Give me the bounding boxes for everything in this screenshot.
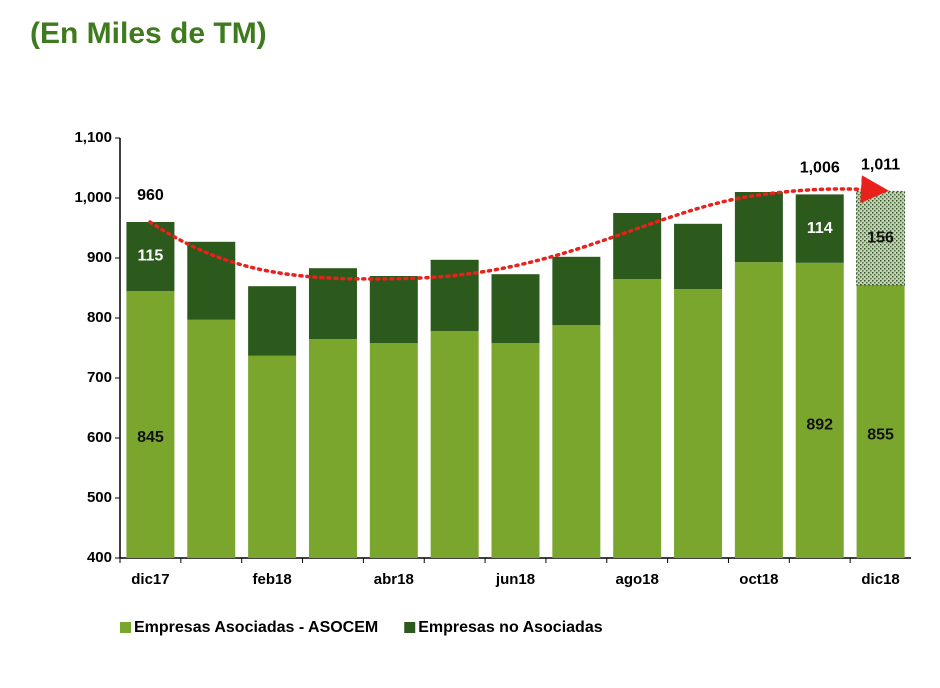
y-tick-label: 600 — [87, 429, 112, 446]
bar-segment — [856, 190, 906, 286]
bar-segment — [248, 355, 297, 558]
y-tick-label: 800 — [87, 309, 112, 326]
data-label: 892 — [806, 416, 833, 433]
bar-segment — [734, 192, 783, 263]
y-tick-label: 500 — [87, 489, 112, 506]
bar-segment — [674, 223, 723, 290]
legend-label: Empresas no Asociadas — [418, 619, 602, 636]
bar-segment — [491, 343, 540, 558]
plot: 400 500 600 700 800 900 1,000 1,100 dic17 feb18 ab… — [74, 129, 911, 636]
bar-segment — [734, 262, 783, 558]
legend-label: Empresas Asociadas - ASOCEM — [134, 619, 378, 636]
total-label: 960 — [137, 187, 164, 204]
bar-segment — [552, 325, 601, 558]
y-tick-label: 900 — [87, 249, 112, 266]
data-label: 114 — [807, 220, 833, 237]
chart-title: (En Miles de TM) — [30, 17, 267, 50]
legend-swatch — [404, 622, 416, 633]
data-label: 115 — [138, 248, 164, 265]
bar-segment — [248, 286, 297, 356]
trend-line — [148, 175, 889, 281]
bar-segment — [795, 194, 844, 263]
y-tick-label: 700 — [87, 369, 112, 386]
x-tick-label: dic17 — [131, 571, 169, 588]
bar-segment — [430, 331, 479, 558]
x-tick-label: abr18 — [374, 571, 414, 588]
bar-segment — [674, 289, 723, 558]
legend-swatch — [120, 622, 131, 633]
data-label: 845 — [137, 429, 164, 446]
bar-segment — [491, 274, 540, 344]
data-label: 855 — [867, 426, 894, 443]
x-tick-label: jun18 — [495, 571, 535, 588]
y-tick-label: 400 — [87, 549, 112, 566]
data-label: 156 — [867, 229, 894, 246]
total-label: 1,011 — [861, 157, 900, 174]
y-tick-label: 1,100 — [74, 129, 112, 146]
bar-segment — [552, 256, 601, 326]
bar-segment — [369, 276, 418, 344]
bar-segment — [613, 279, 662, 558]
bar-segment — [308, 339, 357, 558]
y-tick-label: 1,000 — [74, 189, 112, 206]
total-label: 1,006 — [800, 160, 840, 177]
x-tick-label: oct18 — [739, 571, 778, 588]
bar-segment — [369, 343, 418, 558]
x-tick-label: ago18 — [616, 571, 659, 588]
bar-segment — [187, 319, 236, 558]
x-tick-label: dic18 — [861, 571, 899, 588]
bar-segment — [126, 291, 175, 558]
bar-segment — [795, 262, 844, 558]
bar-segment — [613, 213, 662, 279]
bar-segment — [856, 285, 905, 558]
bar-segment — [430, 259, 479, 332]
x-tick-label: feb18 — [253, 571, 292, 588]
